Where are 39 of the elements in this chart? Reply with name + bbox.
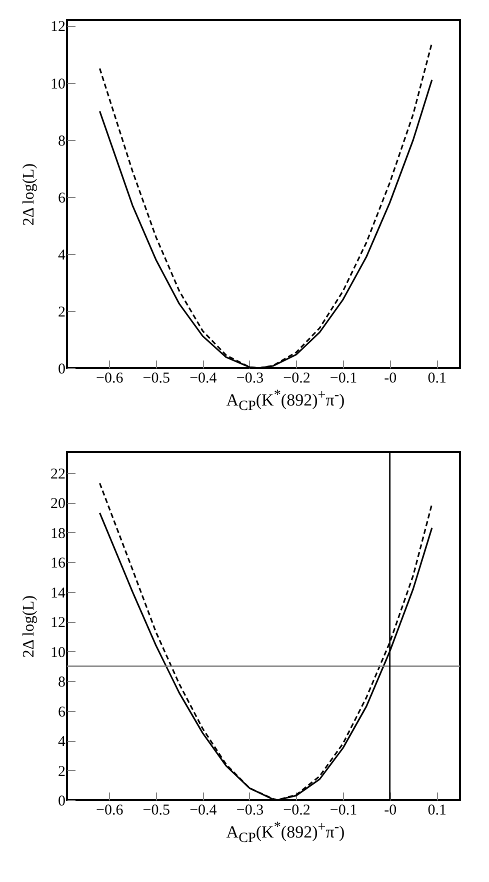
x-tick-label: -0 (384, 802, 397, 819)
y-tick-label: 2 (58, 304, 66, 320)
x-tick-label: −0.4 (190, 802, 218, 819)
y-tick-label: 6 (58, 704, 66, 720)
x-tick-label: −0.6 (96, 802, 124, 819)
text: A$_{CP}$(K$^{*}$(892)$^{+}$π$^{-}$) (226, 819, 345, 846)
y-tick-label: 0 (58, 362, 66, 378)
y-tick-label: 8 (58, 674, 66, 691)
x-tick-label: −0.4 (190, 370, 218, 386)
x-tick-label: −0.2 (283, 802, 310, 819)
y-tick-label: 18 (50, 526, 66, 542)
y-tick-label: 0 (58, 794, 66, 810)
x-tick-label: −0.3 (236, 802, 264, 819)
y-tick-label: 22 (50, 466, 66, 482)
y-tick-label: 8 (58, 133, 66, 150)
y-tick-label: 12 (50, 19, 66, 36)
x-tick-label: −0.1 (330, 802, 358, 819)
x-tick-label: −0.3 (236, 370, 264, 386)
text: A$_{CP}$(K$^{*}$(892)$^{+}$π$^{-}$) (226, 387, 345, 414)
x-tick-label: −0.5 (142, 370, 170, 386)
y-axis-title: 2Δ log(L) (20, 163, 38, 226)
y-tick-label: 12 (50, 615, 66, 632)
y-tick-label: 10 (50, 644, 66, 661)
x-tick-label: −0.6 (96, 370, 124, 386)
x-tick-label: −0.2 (283, 370, 310, 386)
x-tick-label: 0.1 (428, 370, 446, 386)
y-tick-label: 4 (58, 734, 66, 750)
y-tick-label: 16 (50, 556, 66, 572)
y-tick-label: 2 (58, 764, 66, 780)
x-tick-label: -0 (384, 370, 397, 386)
x-tick-label: 0.1 (428, 802, 446, 819)
x-tick-label: −0.1 (330, 370, 358, 386)
y-tick-label: 20 (50, 496, 66, 512)
y-tick-label: 4 (58, 247, 66, 264)
y-tick-label: 6 (58, 190, 66, 206)
x-tick-label: −0.5 (142, 802, 170, 819)
y-tick-label: 14 (50, 585, 66, 602)
y-axis-title: 2Δ log(L) (20, 595, 38, 658)
y-tick-label: 10 (50, 76, 66, 92)
